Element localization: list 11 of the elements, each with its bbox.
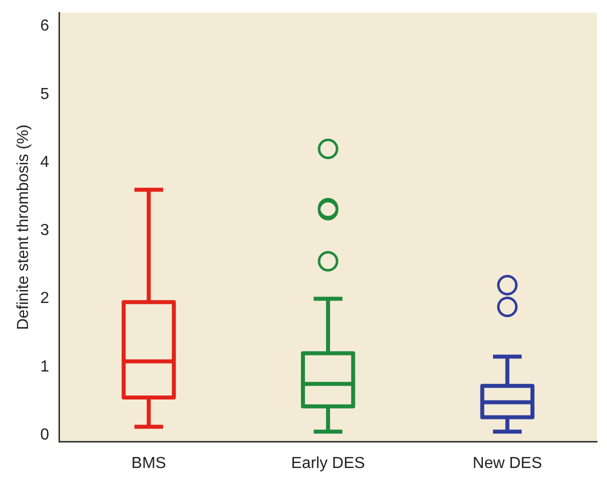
x-tick-label: New DES [472,454,542,472]
y-tick-label: 6 [40,18,50,35]
y-axis-title: Definite stent thrombosis (%) [15,124,32,330]
y-tick-label: 4 [40,154,50,171]
y-tick-label: 0 [40,426,50,444]
y-tick-label: 3 [40,222,50,240]
x-tick-label: BMS [131,454,166,472]
y-tick-label: 1 [40,358,50,376]
y-tick-label: 2 [40,290,50,308]
y-tick-label: 5 [40,86,50,103]
x-tick-label: Early DES [291,454,365,472]
